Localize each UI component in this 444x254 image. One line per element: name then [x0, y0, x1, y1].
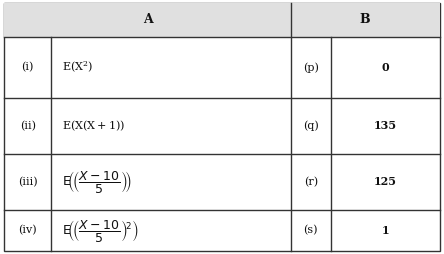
Text: 125: 125: [374, 176, 396, 187]
Text: (r): (r): [304, 177, 318, 187]
Text: (iv): (iv): [19, 225, 37, 236]
Text: $\mathregular{E(X(X + 1))}$: $\mathregular{E(X(X + 1))}$: [62, 118, 125, 133]
Text: (s): (s): [304, 225, 318, 236]
Text: (ii): (ii): [20, 121, 36, 131]
Bar: [4, 3, 440, 37]
Text: (iii): (iii): [18, 177, 38, 187]
Text: $\mathregular{E(X^2)}$: $\mathregular{E(X^2)}$: [62, 60, 93, 75]
Text: B: B: [360, 13, 370, 26]
Text: 1: 1: [381, 225, 389, 236]
Text: (q): (q): [303, 120, 319, 131]
Text: 0: 0: [381, 62, 389, 73]
Text: $\mathrm{E}\!\left(\!\left(\dfrac{X-10}{5}\right)\!\right)$: $\mathrm{E}\!\left(\!\left(\dfrac{X-10}{…: [62, 169, 132, 195]
Text: A: A: [143, 13, 152, 26]
Text: (i): (i): [22, 62, 34, 72]
Text: (p): (p): [303, 62, 319, 73]
Text: 135: 135: [373, 120, 397, 131]
Text: $\mathrm{E}\!\left(\!\left(\dfrac{X-10}{5}\right)^{\!2}\right)$: $\mathrm{E}\!\left(\!\left(\dfrac{X-10}{…: [62, 217, 139, 244]
